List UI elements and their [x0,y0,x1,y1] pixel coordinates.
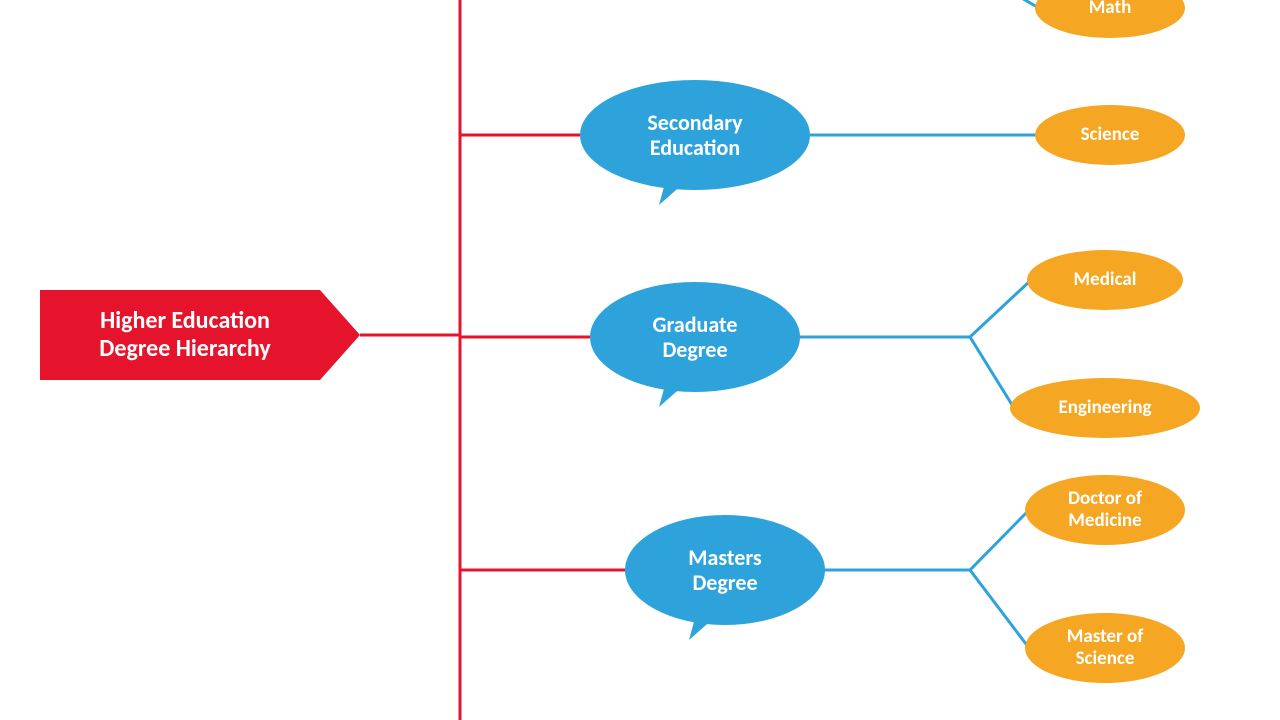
hierarchy-diagram [0,0,1280,720]
